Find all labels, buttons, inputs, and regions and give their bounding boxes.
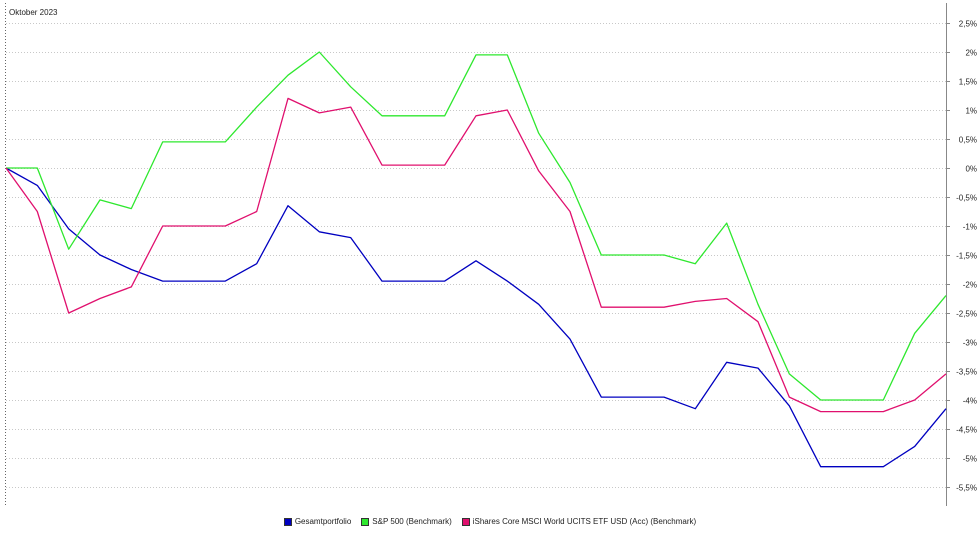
y-tick-label: -4,5% [956,426,977,435]
y-tick-label: -2,5% [956,310,977,319]
y-tick-label: -5,5% [956,484,977,493]
legend: Gesamtportfolio S&P 500 (Benchmark) iSha… [0,517,980,526]
grid-lines [6,23,946,488]
y-tick-label: -4% [963,397,977,406]
y-tick-label: 2,5% [959,20,977,29]
series-lines [5,51,947,468]
legend-item-sp500[interactable]: S&P 500 (Benchmark) [361,517,452,526]
legend-item-gesamtportfolio[interactable]: Gesamtportfolio [283,517,352,526]
y-tick-label: 1,5% [959,78,977,87]
period-label: Oktober 2023 [9,8,58,17]
y-tick-label: -3,5% [956,368,977,377]
legend-swatch-gesamtportfolio [283,517,292,526]
legend-swatch-sp500 [361,517,370,526]
series-line-2 [5,97,947,413]
y-tick-label: -2% [963,281,977,290]
y-axis-ticks: 2,5% 2% 1,5% 1% 0,5% 0% -0,5% -1% -1,5% -2% -2,5% -… [946,20,977,493]
legend-label-ishares: iShares Core MSCI World UCITS ETF USD (A… [472,517,697,526]
y-tick-label: -3% [963,339,977,348]
series-line-1 [6,51,947,401]
series-line-0 [5,167,947,468]
y-tick-label: 0% [965,165,977,174]
legend-swatch-ishares [461,517,470,526]
legend-item-ishares[interactable]: iShares Core MSCI World UCITS ETF USD (A… [461,517,697,526]
legend-label-sp500: S&P 500 (Benchmark) [372,517,452,526]
y-tick-label: 0,5% [959,136,977,145]
y-tick-label: -5% [963,455,977,464]
y-tick-label: -1,5% [956,252,977,261]
y-tick-label: 1% [965,107,977,116]
y-tick-label: -0,5% [956,194,977,203]
y-tick-label: -1% [963,223,977,232]
legend-label-gesamtportfolio: Gesamtportfolio [294,517,352,526]
y-tick-label: 2% [965,49,977,58]
